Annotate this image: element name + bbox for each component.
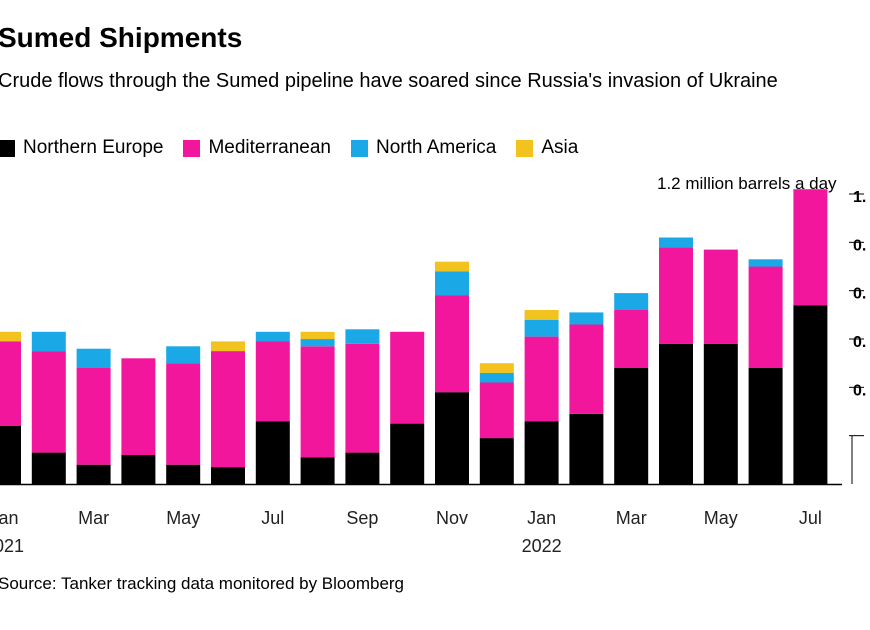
legend-swatch-mediterranean [183,139,201,157]
y-tick-label-0-8: 0. [853,286,866,303]
bar-northern-europe-feb-2022 [569,413,604,484]
bar-mediterranean-apr-2022 [659,247,693,344]
bar-north-america-jun-2022 [748,259,783,267]
bar-north-america-feb-2022 [569,312,604,325]
bar-northern-europe-jul-2021 [255,421,290,484]
y-tick-label-0-6: 0. [853,334,866,351]
bar-north-america-sep-2021 [345,329,380,344]
legend-swatch-asia [516,139,534,157]
bar-mediterranean-nov-2021 [435,295,469,393]
bar-north-america-nov-2021 [435,271,469,296]
legend-swatch-north-america [351,139,368,157]
bar-north-america-jan-2022 [524,319,559,337]
legend-label-northern-europe: Northern Europe [23,137,164,158]
legend-item-north-america: North America [351,137,496,159]
bar-asia-jan-2021 [0,331,21,342]
bar-northern-europe-apr-2022 [659,343,693,484]
bar-mediterranean-mar-2022 [614,310,649,368]
bar-northern-europe-feb-2021 [31,452,66,484]
bar-mediterranean-jun-2022 [748,266,783,368]
bar-mediterranean-oct-2021 [390,331,425,424]
legend-item-northern-europe: Northern Europe [0,137,163,159]
bar-mediterranean-may-2022 [703,249,738,344]
source-note: Source: Tanker tracking data monitored b… [0,574,404,594]
bar-mediterranean-aug-2021 [300,346,335,458]
legend-swatch-northern-europe [0,139,15,157]
x-tick-label-nov-2021: Nov [436,508,468,528]
bar-northern-europe-mar-2022 [614,368,649,484]
bar-northern-europe-dec-2021 [479,438,514,484]
x-tick-year-2021: 2021 [0,536,24,556]
bar-mediterranean-mar-2021 [76,368,111,465]
x-tick-label-sep-2021: Sep [346,508,378,528]
bar-northern-europe-may-2021 [166,464,201,484]
y-axis-unit-label: 1.2 million barrels a day [657,174,837,194]
bar-northern-europe-nov-2021 [435,392,469,484]
x-tick-label-jan-2022: Jan [527,508,556,528]
bar-north-america-apr-2022 [659,237,693,248]
y-tick-label-1-2: 1. [853,189,866,206]
legend: Northern Europe Mediterranean North Amer… [0,137,598,159]
bar-northern-europe-sep-2021 [345,452,380,484]
y-axis-unit-label-text: 1.2 million barrels a day [657,174,837,193]
bar-north-america-dec-2021 [479,372,514,383]
x-tick-label-mar-2021: Mar [78,508,109,528]
x-tick-label-mar-2022: Mar [616,508,647,528]
bar-north-america-mar-2021 [76,348,111,368]
bar-north-america-jul-2021 [255,331,290,342]
bar-north-america-aug-2021 [300,339,335,347]
x-tick-label-jul-2021: Jul [261,508,284,528]
legend-item-mediterranean: Mediterranean [183,137,331,159]
bar-mediterranean-dec-2021 [479,382,514,439]
x-tick-label-may-2021: May [166,508,200,528]
bar-mediterranean-jan-2021 [0,341,21,426]
bar-northern-europe-oct-2021 [390,423,425,484]
chart-subtitle-text: Crude flows through the Sumed pipeline h… [0,70,778,92]
chart-title: Sumed Shipments [0,22,242,54]
bar-northern-europe-jun-2021 [211,467,245,484]
bar-mediterranean-jul-2022 [793,189,828,306]
x-tick-year-2022: 2022 [522,536,562,556]
chart-title-text: Sumed Shipments [0,22,243,53]
bar-mediterranean-jun-2021 [211,351,245,468]
legend-label-north-america: North America [376,137,497,158]
source-note-text: Source: Tanker tracking data monitored b… [0,574,405,593]
legend-label-asia: Asia [541,137,579,158]
bar-northern-europe-jan-2021 [0,426,21,484]
x-tick-label-may-2022: May [704,508,738,528]
bar-mediterranean-may-2021 [166,363,201,465]
bar-northern-europe-mar-2021 [76,464,111,484]
bar-asia-aug-2021 [300,331,335,340]
bar-northern-europe-aug-2021 [300,457,335,484]
chart-subtitle: Crude flows through the Sumed pipeline h… [0,66,870,96]
bar-mediterranean-sep-2021 [345,343,380,453]
bar-asia-nov-2021 [435,261,469,272]
bar-mediterranean-feb-2022 [569,324,604,414]
bar-mediterranean-jul-2021 [255,341,290,422]
bar-asia-jan-2022 [524,310,559,320]
bar-mediterranean-apr-2021 [121,358,156,455]
bar-northern-europe-may-2022 [703,343,738,484]
legend-label-mediterranean: Mediterranean [208,137,331,158]
x-tick-label-jan-2021: Jan [0,508,19,528]
x-tick-label-jul-2022: Jul [799,508,822,528]
y-tick-label-1: 0. [853,237,866,254]
legend-item-asia: Asia [516,137,578,159]
bar-northern-europe-apr-2021 [121,455,156,484]
bar-northern-europe-jun-2022 [748,368,783,484]
bar-north-america-may-2021 [166,346,201,364]
bar-asia-dec-2021 [479,363,514,373]
bar-northern-europe-jul-2022 [793,305,828,484]
bar-north-america-feb-2021 [31,331,66,352]
y-tick-label-0-4: 0. [853,382,866,399]
bar-mediterranean-feb-2021 [31,351,66,453]
bar-northern-europe-jan-2022 [524,421,559,484]
bar-north-america-mar-2022 [614,293,649,310]
bar-mediterranean-jan-2022 [524,336,559,422]
bar-asia-jun-2021 [211,341,245,352]
